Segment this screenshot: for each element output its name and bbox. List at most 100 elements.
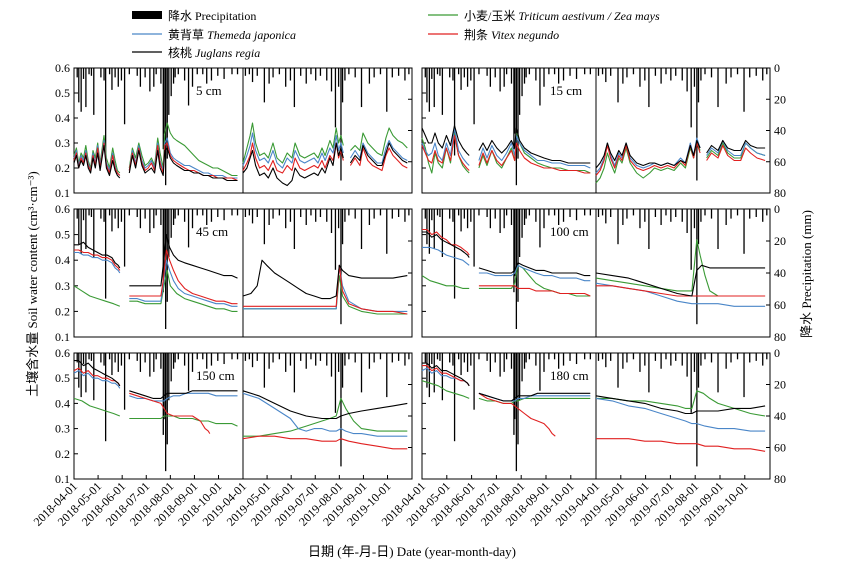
precip-bar (749, 353, 751, 363)
precip-bar (428, 353, 431, 398)
precip-bar (80, 353, 82, 398)
precip-bar (305, 353, 307, 369)
precip-bar (660, 209, 662, 225)
series-line-themeda (243, 264, 408, 312)
precip-bar (117, 68, 119, 87)
precip-bar (489, 68, 491, 87)
depth-label: 100 cm (550, 224, 589, 239)
precip-bar (123, 353, 126, 410)
precip-bar (489, 209, 491, 229)
series-line-wheat (73, 397, 121, 417)
series-line-juglans (595, 395, 766, 415)
precip-bar (348, 353, 350, 360)
precip-bar (517, 209, 519, 302)
precip-bar (285, 68, 287, 87)
precip-bar (144, 209, 146, 219)
precip-bar (639, 209, 641, 229)
precip-bar (170, 68, 172, 97)
precip-bar (360, 353, 363, 393)
precip-bar (103, 209, 105, 222)
precip-bar (426, 68, 428, 103)
precip-tick-label: 0 (774, 202, 780, 216)
precip-bar (433, 68, 435, 108)
precip-bar (644, 353, 646, 366)
precip-bar (100, 68, 102, 78)
precip-bar (334, 209, 337, 270)
precip-bar (210, 68, 213, 81)
precip-bar (144, 353, 146, 363)
precip-bar (206, 353, 208, 369)
precip-bar (433, 353, 435, 393)
precip-bar (341, 353, 344, 388)
precip-bar (463, 353, 465, 363)
series-line-vitex (129, 392, 211, 434)
precip-bar (693, 353, 696, 372)
y-tick-label: 0.4 (55, 396, 70, 410)
precip-bar (149, 68, 151, 92)
precip-bar (505, 68, 508, 75)
precip-bar (404, 209, 406, 222)
precip-bar (114, 68, 116, 78)
precip-bar (569, 68, 571, 76)
y-tick-label: 0.2 (55, 304, 70, 318)
precip-bar (248, 353, 251, 360)
series-line-wheat (128, 122, 238, 177)
precip-bar (601, 209, 604, 216)
y-tick-label: 0.5 (55, 228, 70, 242)
precip-bar (617, 209, 619, 245)
precip-bar (162, 353, 164, 435)
precip-bar (344, 68, 346, 81)
precip-bar (697, 68, 700, 103)
precip-bar (597, 353, 600, 361)
precip-bar (163, 209, 165, 277)
precip-bar (473, 353, 475, 410)
precip-bar (457, 68, 460, 75)
precip-bar (686, 209, 688, 233)
precip-bar (452, 209, 454, 222)
precip-bar (187, 353, 190, 391)
precip-bar (523, 68, 526, 84)
precip-bar (82, 209, 85, 221)
precip-bar (326, 353, 328, 366)
precip-bar (460, 353, 462, 376)
precip-bar (521, 209, 523, 238)
precip-bar (597, 209, 600, 217)
precip-bar (202, 209, 204, 216)
series-line-themeda (242, 392, 408, 437)
precip-bar (553, 68, 556, 75)
y-tick-label: 0.1 (55, 186, 70, 200)
precip-bar (100, 353, 102, 363)
precip-bar (163, 353, 165, 420)
precip-bar (436, 68, 439, 75)
series-line-vitex (595, 142, 701, 176)
series-line-wheat (595, 142, 701, 184)
precip-bar (730, 209, 732, 219)
precip-bar (670, 68, 672, 81)
precip-bar (439, 209, 441, 217)
precip-bar (111, 68, 113, 90)
precip-bar (622, 353, 624, 369)
precip-bar (743, 209, 745, 254)
precip-bar (337, 68, 340, 87)
precip-bar (521, 68, 523, 97)
precip-bar (293, 353, 296, 393)
precip-bar (466, 68, 469, 87)
series-line-themeda (595, 397, 766, 432)
precip-bar (117, 209, 119, 229)
precip-tick-label: 20 (774, 92, 786, 106)
precip-bar (103, 68, 105, 81)
precip-bar (319, 209, 322, 217)
precip-tick-label: 80 (774, 330, 786, 344)
precip-bar (518, 209, 521, 257)
series-line-wheat (349, 127, 408, 157)
precip-bar (605, 353, 607, 368)
precip-bar (289, 209, 292, 222)
series-line-themeda (242, 132, 344, 169)
precip-bar (174, 353, 176, 363)
precip-bar (305, 68, 307, 84)
precip-bar (548, 353, 550, 360)
precip-bar (360, 209, 363, 249)
precip-bar (373, 68, 375, 78)
precip-bar (553, 353, 556, 360)
precip-bar (248, 68, 251, 75)
